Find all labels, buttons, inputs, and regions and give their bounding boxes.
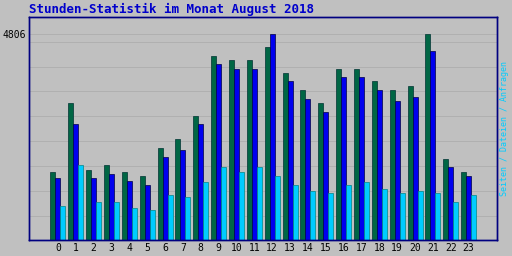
Bar [270,34,274,240]
Bar [323,112,328,240]
Bar [431,51,435,240]
Bar [310,191,315,240]
Bar [301,90,305,240]
Bar [221,167,226,240]
Bar [318,103,323,240]
Bar [354,69,359,240]
Bar [158,148,162,240]
Bar [91,178,96,240]
Bar [443,159,449,240]
Bar [114,202,119,240]
Bar [408,86,413,240]
Y-axis label: Seiten / Dateien / Anfragen: Seiten / Dateien / Anfragen [500,61,509,196]
Bar [449,167,453,240]
Bar [257,167,262,240]
Bar [162,157,167,240]
Bar [60,206,66,240]
Bar [364,183,369,240]
Bar [471,195,476,240]
Bar [400,193,404,240]
Bar [239,172,244,240]
Bar [418,191,422,240]
Bar [247,60,252,240]
Bar [229,60,234,240]
Bar [198,124,203,240]
Bar [341,77,346,240]
Bar [122,172,127,240]
Bar [86,169,91,240]
Bar [336,69,341,240]
Bar [73,124,78,240]
Bar [78,165,83,240]
Bar [265,47,270,240]
Bar [328,193,333,240]
Bar [395,101,400,240]
Bar [305,99,310,240]
Bar [140,176,145,240]
Bar [167,195,173,240]
Bar [132,208,137,240]
Bar [413,97,418,240]
Bar [211,56,216,240]
Bar [96,202,101,240]
Bar [109,174,114,240]
Bar [346,185,351,240]
Bar [288,81,292,240]
Bar [283,73,288,240]
Bar [461,172,466,240]
Bar [104,165,109,240]
Bar [435,193,440,240]
Bar [274,176,280,240]
Bar [150,210,155,240]
Bar [292,185,297,240]
Bar [382,189,387,240]
Bar [252,69,257,240]
Bar [234,69,239,240]
Bar [216,64,221,240]
Bar [203,183,208,240]
Bar [50,172,55,240]
Bar [377,90,382,240]
Bar [127,181,132,240]
Bar [55,178,60,240]
Bar [145,185,150,240]
Bar [193,116,198,240]
Bar [359,77,364,240]
Bar [453,202,458,240]
Bar [425,34,431,240]
Bar [390,90,395,240]
Bar [180,150,185,240]
Bar [176,140,180,240]
Text: Stunden-Statistik im Monat August 2018: Stunden-Statistik im Monat August 2018 [29,3,314,16]
Bar [372,81,377,240]
Bar [185,197,190,240]
Bar [68,103,73,240]
Bar [466,176,471,240]
